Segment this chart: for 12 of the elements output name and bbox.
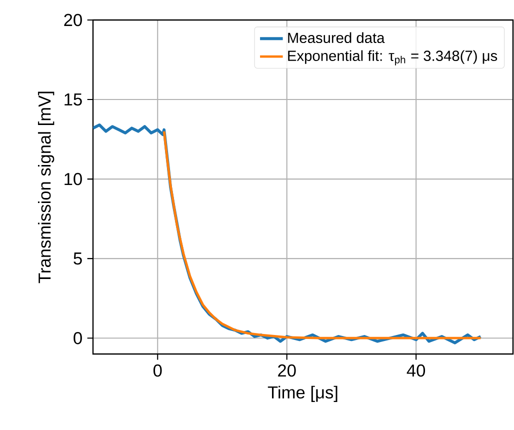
y-tick-label: 5: [74, 252, 82, 265]
x-tick-label: 20: [278, 364, 296, 377]
y-tick-label: 15: [64, 93, 82, 106]
y-tick-label: 0: [74, 332, 82, 344]
legend-label: Exponential fit: τ$_{ph}$ = 3.348(7) μs: [288, 50, 498, 66]
y-tick-label: 10: [64, 172, 82, 186]
legend-label: Measured data: [288, 32, 385, 44]
x-tick-label: 40: [406, 364, 426, 377]
y-tick-label: 20: [64, 14, 82, 26]
x-axis-title: Time [μs]: [268, 386, 338, 402]
y-axis-title: Transmission signal [mV]: [38, 92, 54, 284]
x-tick-label: 0: [153, 364, 162, 377]
